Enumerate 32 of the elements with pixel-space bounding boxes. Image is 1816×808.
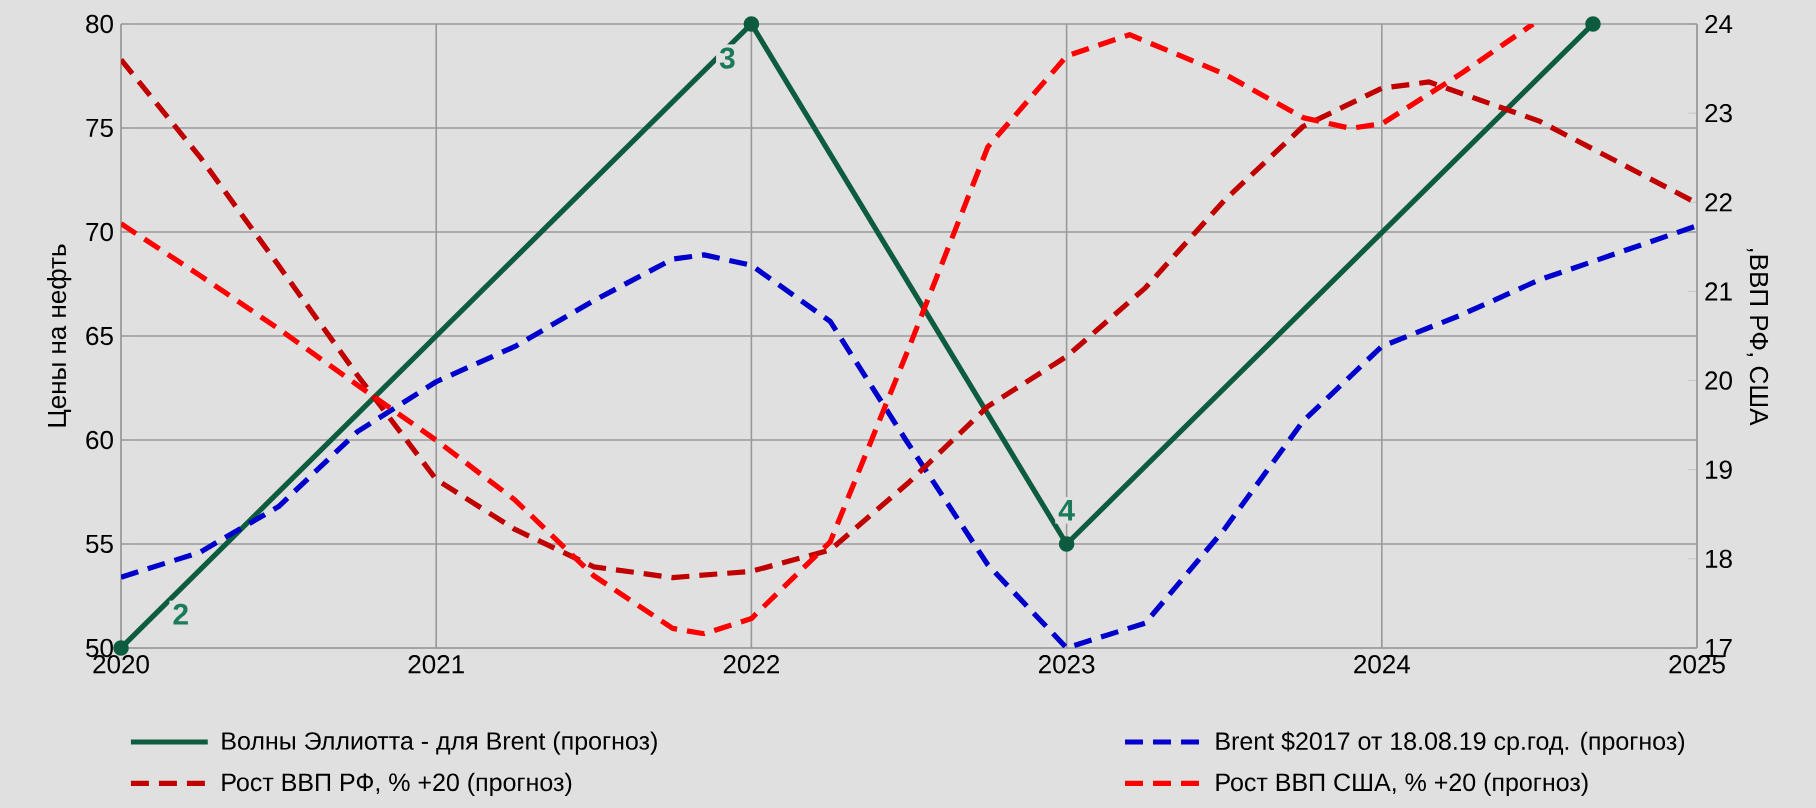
legend-label: Brent $2017 от 18.08.19 ср.год. (прогноз) bbox=[1216, 731, 1685, 755]
y2-tick-label: 20 bbox=[1705, 371, 1732, 390]
y2-tick-label: 21 bbox=[1705, 282, 1732, 301]
annotation: 3 bbox=[719, 47, 735, 69]
y-tick-label: 55 bbox=[86, 534, 113, 554]
y-axis-title: Цены на нефть bbox=[47, 244, 72, 427]
y-tick-label: 80 bbox=[86, 14, 113, 34]
y2-tick-label: 19 bbox=[1706, 460, 1732, 479]
x-tick-label: 2025 bbox=[1669, 655, 1725, 674]
y2-tick-label: 22 bbox=[1705, 193, 1732, 212]
legend-label: Рост ВВП США, % +20 (прогноз) bbox=[1216, 772, 1588, 797]
y-tick-label: 70 bbox=[86, 222, 113, 242]
x-tick-label: 2024 bbox=[1354, 655, 1410, 674]
y-tick-label: 65 bbox=[86, 326, 113, 346]
y-tick-label: 75 bbox=[86, 118, 113, 138]
y2-tick-label: 24 bbox=[1705, 14, 1733, 34]
y2-axis-title: ,ВВП РФ, США bbox=[1746, 248, 1769, 426]
point bbox=[743, 16, 760, 32]
y-tick-label: 60 bbox=[86, 430, 113, 450]
legend-label: Волны Эллиотта - для Brent (прогноз) bbox=[222, 731, 657, 755]
point bbox=[1585, 16, 1601, 32]
x-tick-label: 2021 bbox=[408, 655, 464, 674]
x-tick-label: 2022 bbox=[723, 655, 779, 674]
y2-tick-label: 17 bbox=[1706, 639, 1732, 657]
point bbox=[1058, 536, 1075, 552]
y2-tick-label: 18 bbox=[1706, 549, 1732, 569]
annotation: 4 bbox=[1058, 499, 1075, 521]
annotation: 2 bbox=[173, 603, 188, 625]
point bbox=[113, 640, 129, 656]
y2-tick-label: 23 bbox=[1705, 103, 1732, 123]
legend-label: Рост ВВП РФ, % +20 (прогноз) bbox=[222, 772, 572, 797]
x-tick-label: 2023 bbox=[1039, 655, 1095, 674]
